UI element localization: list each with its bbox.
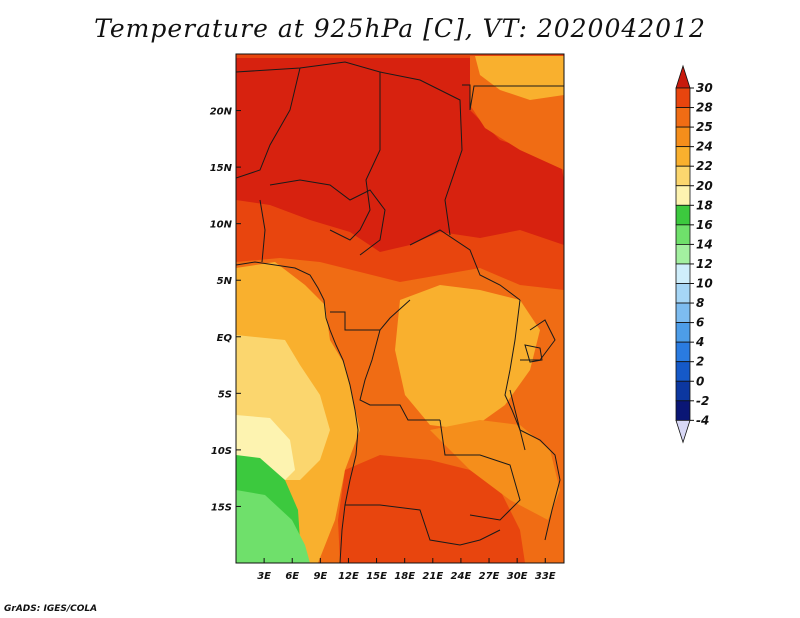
field-south-ocean-lightgreen (236, 490, 310, 563)
coastline-west-africa (236, 261, 359, 563)
colorbar-level-label: 28 (696, 101, 713, 115)
field-east-mild (430, 420, 560, 520)
lon-tick-label: 15E (366, 571, 387, 582)
lat-tick-label: 10S (211, 446, 232, 457)
colorbar-level-label: 2 (696, 355, 704, 369)
colorbar-bottom-arrow (675, 419, 691, 444)
grads-credit: GrADS: IGES/COLA (4, 604, 98, 614)
lon-tick-label: 18E (394, 571, 415, 582)
field-ne-mild (475, 56, 564, 100)
colorbar-swatch (675, 380, 691, 402)
lake-victoria (524, 344, 543, 363)
colorbar-level-label: 6 (696, 316, 704, 330)
colorbar-swatch (675, 165, 691, 187)
field-sahel-hot-core (236, 58, 564, 252)
lon-tick-label: 6E (285, 571, 299, 582)
colorbar-level-label: 12 (696, 257, 713, 271)
colorbar-swatch (675, 341, 691, 363)
colorbar-level-label: 14 (696, 237, 713, 251)
colorbar-level-label: 30 (696, 81, 713, 95)
border-2 (236, 67, 301, 179)
lat-tick-label: 10N (210, 220, 233, 231)
colorbar-level-label: -4 (696, 413, 709, 427)
map-frame (235, 53, 565, 564)
colorbar-level-label: 8 (696, 296, 704, 310)
lon-tick-label: 12E (338, 571, 359, 582)
border-5 (269, 179, 386, 256)
lat-tick-label: 5N (217, 276, 233, 287)
colorbar-swatch (675, 146, 691, 167)
colorbar-top-arrow (675, 64, 691, 89)
colorbar-swatch (675, 87, 691, 108)
colorbar-swatch (675, 322, 691, 343)
field-southern-hot (338, 455, 525, 563)
lake-tanganyika (509, 389, 526, 451)
colorbar-swatch (675, 224, 691, 245)
field-central-congo-cool (395, 285, 540, 430)
colorbar-swatch (675, 263, 691, 284)
colorbar-swatch (675, 126, 691, 148)
colorbar-level-label: -2 (696, 394, 709, 408)
lat-tick-label: 15N (210, 163, 233, 174)
colorbar-swatch (675, 107, 691, 128)
colorbar-swatch (675, 204, 691, 226)
colorbar-swatch (675, 283, 691, 304)
colorbar-level-label: 4 (695, 335, 704, 349)
colorbar-swatch (675, 243, 691, 265)
colorbar-swatch (675, 302, 691, 323)
colorbar-swatch (675, 185, 691, 206)
colorbar-swatch (675, 361, 691, 382)
border-14 (520, 319, 556, 361)
lon-tick-label: 3E (257, 571, 271, 582)
border-7 (259, 199, 266, 263)
colorbar-level-label: 24 (696, 140, 713, 154)
lon-tick-label: 33E (535, 571, 556, 582)
colorbar-level-label: 0 (696, 374, 704, 388)
colorbar-swatch (675, 400, 691, 421)
country-boundaries (236, 61, 564, 563)
border-4 (462, 84, 564, 111)
border-9 (359, 329, 440, 421)
border-1 (236, 61, 381, 241)
lat-tick-label: 20N (210, 107, 233, 118)
border-3 (379, 71, 463, 236)
border-6 (409, 229, 521, 301)
border-12 (519, 429, 561, 541)
colorbar-level-label: 20 (696, 179, 713, 193)
longitude-axis: 3E 6E 9E 12E 15E 18E 21E 24E 27E 30E 33E (257, 558, 556, 582)
colorbar-level-label: 22 (696, 159, 713, 173)
lat-tick-label: EQ (217, 333, 233, 344)
plot-title: Temperature at 925hPa [C], VT: 202004201… (94, 14, 706, 43)
lat-tick-label: 5S (218, 389, 232, 400)
lon-tick-label: 27E (479, 571, 500, 582)
lon-tick-label: 30E (507, 571, 528, 582)
lon-tick-label: 24E (451, 571, 472, 582)
border-13 (345, 504, 501, 546)
lon-tick-label: 21E (422, 571, 443, 582)
border-8 (330, 299, 411, 331)
colorbar-level-label: 25 (696, 120, 713, 134)
border-11 (504, 299, 521, 431)
latitude-axis: 20N 15N 10N 5N EQ 5S 10S 15S (210, 107, 241, 513)
colorbar-level-label: 10 (696, 277, 713, 291)
colorbar-level-label: 18 (696, 198, 713, 212)
colorbar-level-label: 16 (696, 218, 713, 232)
lon-tick-label: 9E (313, 571, 327, 582)
border-10 (439, 419, 521, 521)
lat-tick-label: 15S (211, 502, 232, 513)
